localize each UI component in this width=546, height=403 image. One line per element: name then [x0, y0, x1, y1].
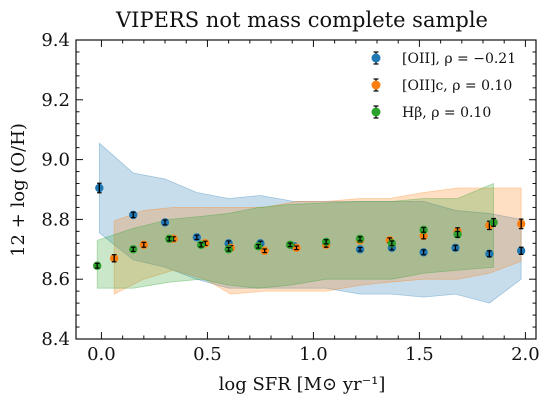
x-tick-label: 1.5 [405, 344, 434, 365]
y-tick-label: 9.2 [41, 90, 70, 111]
plot-frame [75, 39, 537, 340]
legend-label: [OII]c, ρ = 0.10 [402, 78, 512, 94]
legend-label: [OII], ρ = −0.21 [402, 51, 516, 67]
confidence-band-0 [98, 142, 522, 304]
y-tick-label: 9.0 [41, 150, 70, 171]
data-points [92, 182, 526, 270]
x-axis: 0.0 0.5 1.0 1.5 2.0 [87, 40, 540, 365]
y-tick-label: 9.4 [41, 30, 70, 51]
legend-marker [371, 107, 381, 117]
chart-title: VIPERS not mass complete sample [115, 8, 488, 32]
y-tick-label: 8.8 [41, 209, 70, 230]
y-axis: 8.4 8.6 8.8 9.0 9.2 9.4 [41, 30, 536, 350]
y-tick-label: 8.4 [41, 329, 70, 350]
legend-marker [371, 80, 381, 90]
x-tick-label: 0.0 [87, 344, 116, 365]
x-tick-label: 1.0 [299, 344, 328, 365]
legend-marker [371, 53, 381, 63]
legend: [OII], ρ = −0.21 [OII]c, ρ = 0.10 Hβ, ρ = … [371, 51, 516, 121]
confidence-band-2 [96, 182, 495, 289]
x-axis-label: log SFR [M⊙ yr⁻¹] [219, 374, 386, 395]
x-tick-label: 2.0 [511, 344, 540, 365]
legend-label: Hβ, ρ = 0.10 [402, 105, 491, 121]
x-tick-label: 0.5 [193, 344, 222, 365]
confidence-bands [96, 142, 522, 304]
y-axis-label: 12 + log (O/H) [8, 123, 29, 257]
y-tick-label: 8.6 [41, 269, 70, 290]
confidence-band-1 [113, 187, 522, 295]
